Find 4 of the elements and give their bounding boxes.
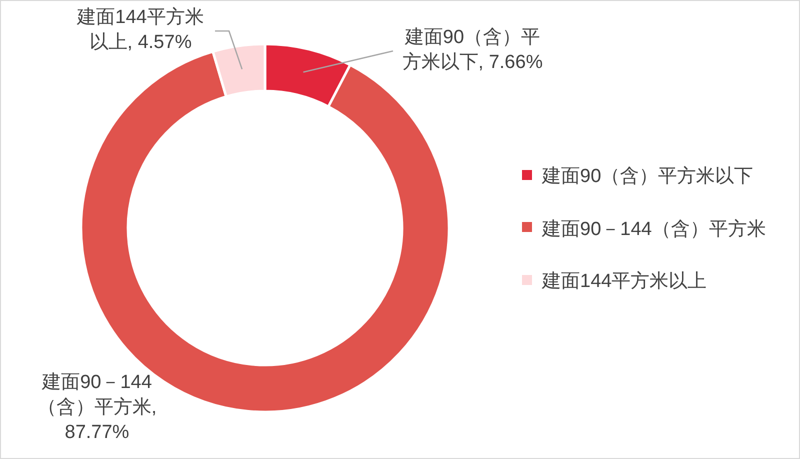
legend-label: 建面90（含）平方米以下 <box>542 166 754 187</box>
legend: 建面90（含）平方米以下 建面90－144（含）平方米 建面144平方米以上 <box>522 165 766 294</box>
legend-label: 建面144平方米以上 <box>542 271 707 292</box>
legend-label: 建面90－144（含）平方米 <box>542 218 766 240</box>
